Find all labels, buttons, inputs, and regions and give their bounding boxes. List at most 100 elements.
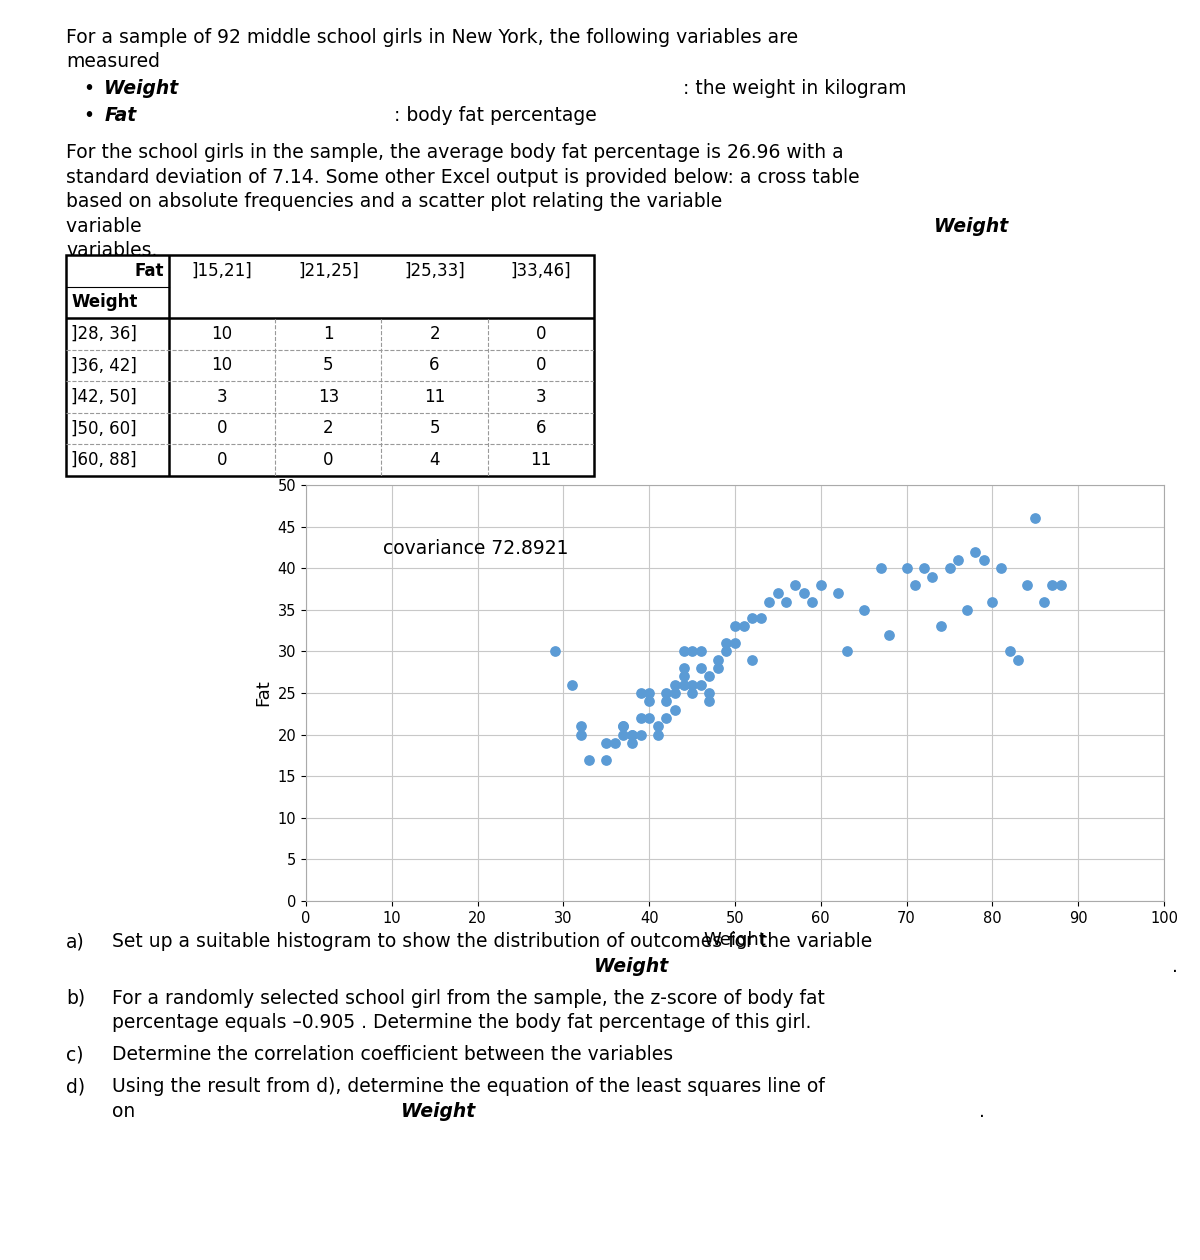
Point — [640, 692, 659, 712]
Text: Weight: Weight — [401, 1102, 475, 1121]
Point — [880, 625, 899, 645]
Text: 3: 3 — [217, 388, 228, 406]
Text: 4: 4 — [430, 451, 440, 469]
Point — [1026, 508, 1045, 528]
Text: Fat: Fat — [104, 106, 137, 125]
Point — [828, 583, 847, 604]
Point — [631, 708, 650, 728]
Point — [631, 683, 650, 703]
Point — [545, 641, 564, 662]
Point — [854, 600, 874, 620]
Point — [966, 542, 985, 562]
X-axis label: Weight: Weight — [703, 931, 767, 949]
Point — [906, 575, 925, 595]
Text: : the weight in kilogram: : the weight in kilogram — [683, 79, 906, 98]
Point — [700, 667, 719, 687]
Point — [725, 633, 744, 653]
Point — [605, 733, 624, 753]
Text: 5: 5 — [430, 420, 440, 437]
Point — [640, 683, 659, 703]
Point — [623, 733, 642, 753]
Text: covariance 72.8921: covariance 72.8921 — [383, 539, 569, 558]
Point — [958, 600, 977, 620]
Point — [691, 641, 710, 662]
Point — [760, 591, 779, 611]
Point — [725, 616, 744, 636]
Point — [656, 708, 676, 728]
Point — [700, 683, 719, 703]
Point — [614, 716, 634, 736]
Point — [563, 674, 582, 694]
Point — [700, 692, 719, 712]
Point — [691, 674, 710, 694]
Point — [571, 716, 590, 736]
Text: For a sample of 92 middle school girls in New York, the following variables are: For a sample of 92 middle school girls i… — [66, 28, 798, 47]
Point — [923, 567, 942, 587]
Point — [580, 750, 599, 770]
Point — [596, 733, 616, 753]
Point — [940, 558, 959, 578]
Text: standard deviation of 7.14. Some other Excel output is provided below: a cross t: standard deviation of 7.14. Some other E… — [66, 168, 859, 186]
Text: .: . — [1172, 958, 1177, 976]
Point — [640, 708, 659, 728]
Text: variable: variable — [66, 217, 148, 236]
Y-axis label: Fat: Fat — [254, 679, 272, 707]
Text: variables.: variables. — [66, 242, 157, 261]
Point — [571, 724, 590, 745]
Text: : body fat percentage: : body fat percentage — [394, 106, 596, 125]
Text: Determine the correlation coefficient between the variables: Determine the correlation coefficient be… — [112, 1046, 679, 1065]
Text: 1: 1 — [323, 325, 334, 343]
Point — [631, 724, 650, 745]
Text: ]36, 42]: ]36, 42] — [71, 357, 137, 374]
Text: 0: 0 — [217, 420, 227, 437]
Point — [786, 575, 805, 595]
Point — [1018, 575, 1037, 595]
Point — [1043, 575, 1062, 595]
Text: •: • — [83, 79, 94, 98]
Text: 11: 11 — [424, 388, 445, 406]
Point — [596, 750, 616, 770]
Point — [743, 650, 762, 670]
Text: ]42, 50]: ]42, 50] — [71, 388, 137, 406]
Text: ]21,25]: ]21,25] — [298, 262, 359, 280]
Point — [674, 641, 694, 662]
Point — [898, 558, 917, 578]
Point — [674, 667, 694, 687]
Text: Weight: Weight — [594, 958, 667, 976]
Point — [656, 683, 676, 703]
Text: measured: measured — [66, 52, 160, 72]
Point — [623, 724, 642, 745]
Point — [811, 575, 830, 595]
Point — [665, 683, 684, 703]
Point — [803, 591, 822, 611]
Text: 0: 0 — [535, 357, 546, 374]
Text: 2: 2 — [430, 325, 440, 343]
Point — [683, 683, 702, 703]
Text: Fat: Fat — [134, 262, 163, 280]
Point — [991, 558, 1010, 578]
Point — [716, 641, 736, 662]
Point — [836, 641, 856, 662]
Text: ]25,33]: ]25,33] — [404, 262, 464, 280]
Text: based on absolute frequencies and a scatter plot relating the variable: based on absolute frequencies and a scat… — [66, 193, 728, 212]
Text: Weight: Weight — [71, 294, 138, 311]
Point — [1034, 591, 1054, 611]
Point — [931, 616, 950, 636]
Point — [794, 583, 814, 604]
Text: 2: 2 — [323, 420, 334, 437]
Point — [716, 633, 736, 653]
Text: 6: 6 — [430, 357, 440, 374]
Text: 6: 6 — [535, 420, 546, 437]
Point — [768, 583, 787, 604]
Text: 13: 13 — [318, 388, 338, 406]
Point — [776, 591, 796, 611]
Point — [743, 609, 762, 629]
Text: •: • — [83, 106, 94, 125]
Text: percentage equals –0.905 . Determine the body fat percentage of this girl.: percentage equals –0.905 . Determine the… — [112, 1013, 811, 1032]
Text: 3: 3 — [535, 388, 546, 406]
Point — [674, 674, 694, 694]
Text: 5: 5 — [323, 357, 334, 374]
Point — [914, 558, 934, 578]
Point — [734, 616, 754, 636]
Text: 11: 11 — [530, 451, 552, 469]
